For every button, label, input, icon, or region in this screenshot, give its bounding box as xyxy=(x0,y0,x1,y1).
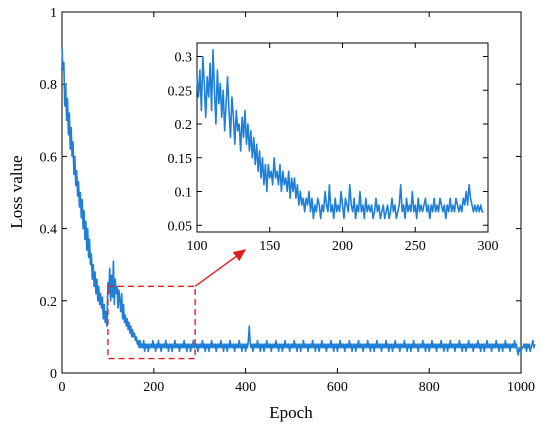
main-ticks xyxy=(61,11,522,374)
main-ytick-label: 0.8 xyxy=(40,78,58,93)
inset-ytick-label: 0.05 xyxy=(168,219,193,234)
main-ytick-label: 0.4 xyxy=(40,223,58,238)
inset-ytick-label: 0.2 xyxy=(175,118,193,133)
main-xtick-label: 400 xyxy=(235,380,256,395)
main-ytick-label: 0.6 xyxy=(40,150,58,165)
main-ytick-label: 1 xyxy=(50,6,57,21)
inset-xtick-label: 300 xyxy=(478,239,499,254)
inset-ytick-label: 0.25 xyxy=(168,84,193,99)
inset-xtick-labels: 100 150 200 250 300 xyxy=(187,239,499,254)
main-xtick-label: 1000 xyxy=(507,380,535,395)
x-axis-label: Epoch xyxy=(269,403,313,422)
main-xtick-labels: 0 200 400 600 800 1000 xyxy=(59,380,536,395)
main-xtick-label: 800 xyxy=(419,380,440,395)
main-xtick-label: 0 xyxy=(59,380,66,395)
main-ytick-labels: 0 0.2 0.4 0.6 0.8 1 xyxy=(40,6,58,382)
y-axis-label: Loss value xyxy=(7,155,26,228)
main-loss-series-line xyxy=(61,48,536,356)
zoom-arrow xyxy=(194,249,247,287)
main-xtick-label: 200 xyxy=(143,380,164,395)
inset-ytick-label: 0.3 xyxy=(175,51,193,66)
inset-xtick-label: 150 xyxy=(259,239,280,254)
inset-xtick-label: 250 xyxy=(405,239,426,254)
inset-xtick-label: 200 xyxy=(332,239,353,254)
inset-ytick-labels: 0.05 0.1 0.15 0.2 0.25 0.3 xyxy=(168,51,193,235)
zoom-region-box xyxy=(107,285,196,360)
inset-xtick-label: 100 xyxy=(187,239,208,254)
inset-loss-series-line xyxy=(196,48,484,220)
inset-ytick-label: 0.1 xyxy=(175,186,193,201)
inset-ytick-label: 0.15 xyxy=(168,152,193,167)
main-xtick-label: 600 xyxy=(327,380,348,395)
main-ytick-label: 0.2 xyxy=(40,295,58,310)
main-ytick-label: 0 xyxy=(50,367,57,382)
